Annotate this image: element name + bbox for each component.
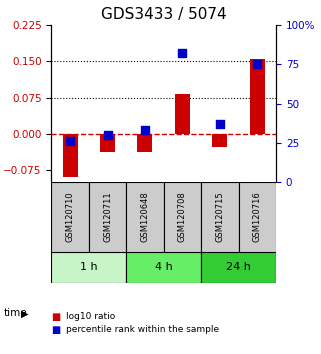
Bar xyxy=(51,252,126,283)
Point xyxy=(217,121,222,127)
Text: 24 h: 24 h xyxy=(226,262,251,273)
Bar xyxy=(250,59,265,134)
Text: time: time xyxy=(3,308,27,318)
Text: 4 h: 4 h xyxy=(155,262,173,273)
Bar xyxy=(51,182,89,252)
Point xyxy=(105,132,110,138)
Bar xyxy=(175,94,190,134)
Bar xyxy=(100,134,115,152)
Bar xyxy=(126,182,164,252)
Bar xyxy=(63,134,78,177)
Text: percentile rank within the sample: percentile rank within the sample xyxy=(66,325,219,335)
Text: ■: ■ xyxy=(51,325,61,335)
Point xyxy=(255,61,260,67)
Title: GDS3433 / 5074: GDS3433 / 5074 xyxy=(101,7,227,22)
Text: GSM120715: GSM120715 xyxy=(215,192,224,242)
Bar xyxy=(213,134,227,148)
Text: GSM120716: GSM120716 xyxy=(253,192,262,242)
Bar xyxy=(201,182,239,252)
Text: GSM120710: GSM120710 xyxy=(65,192,74,242)
Bar xyxy=(137,134,152,152)
Point xyxy=(180,50,185,56)
Bar xyxy=(201,252,276,283)
Text: GSM120711: GSM120711 xyxy=(103,192,112,242)
Text: 1 h: 1 h xyxy=(80,262,98,273)
Text: GSM120648: GSM120648 xyxy=(141,192,150,242)
Bar xyxy=(239,182,276,252)
Text: GSM120708: GSM120708 xyxy=(178,192,187,242)
Bar xyxy=(126,252,201,283)
Bar xyxy=(89,182,126,252)
Point xyxy=(143,127,148,133)
Text: ▶: ▶ xyxy=(21,308,28,318)
Text: ■: ■ xyxy=(51,312,61,322)
Bar xyxy=(164,182,201,252)
Point xyxy=(67,138,73,144)
Text: log10 ratio: log10 ratio xyxy=(66,312,115,321)
